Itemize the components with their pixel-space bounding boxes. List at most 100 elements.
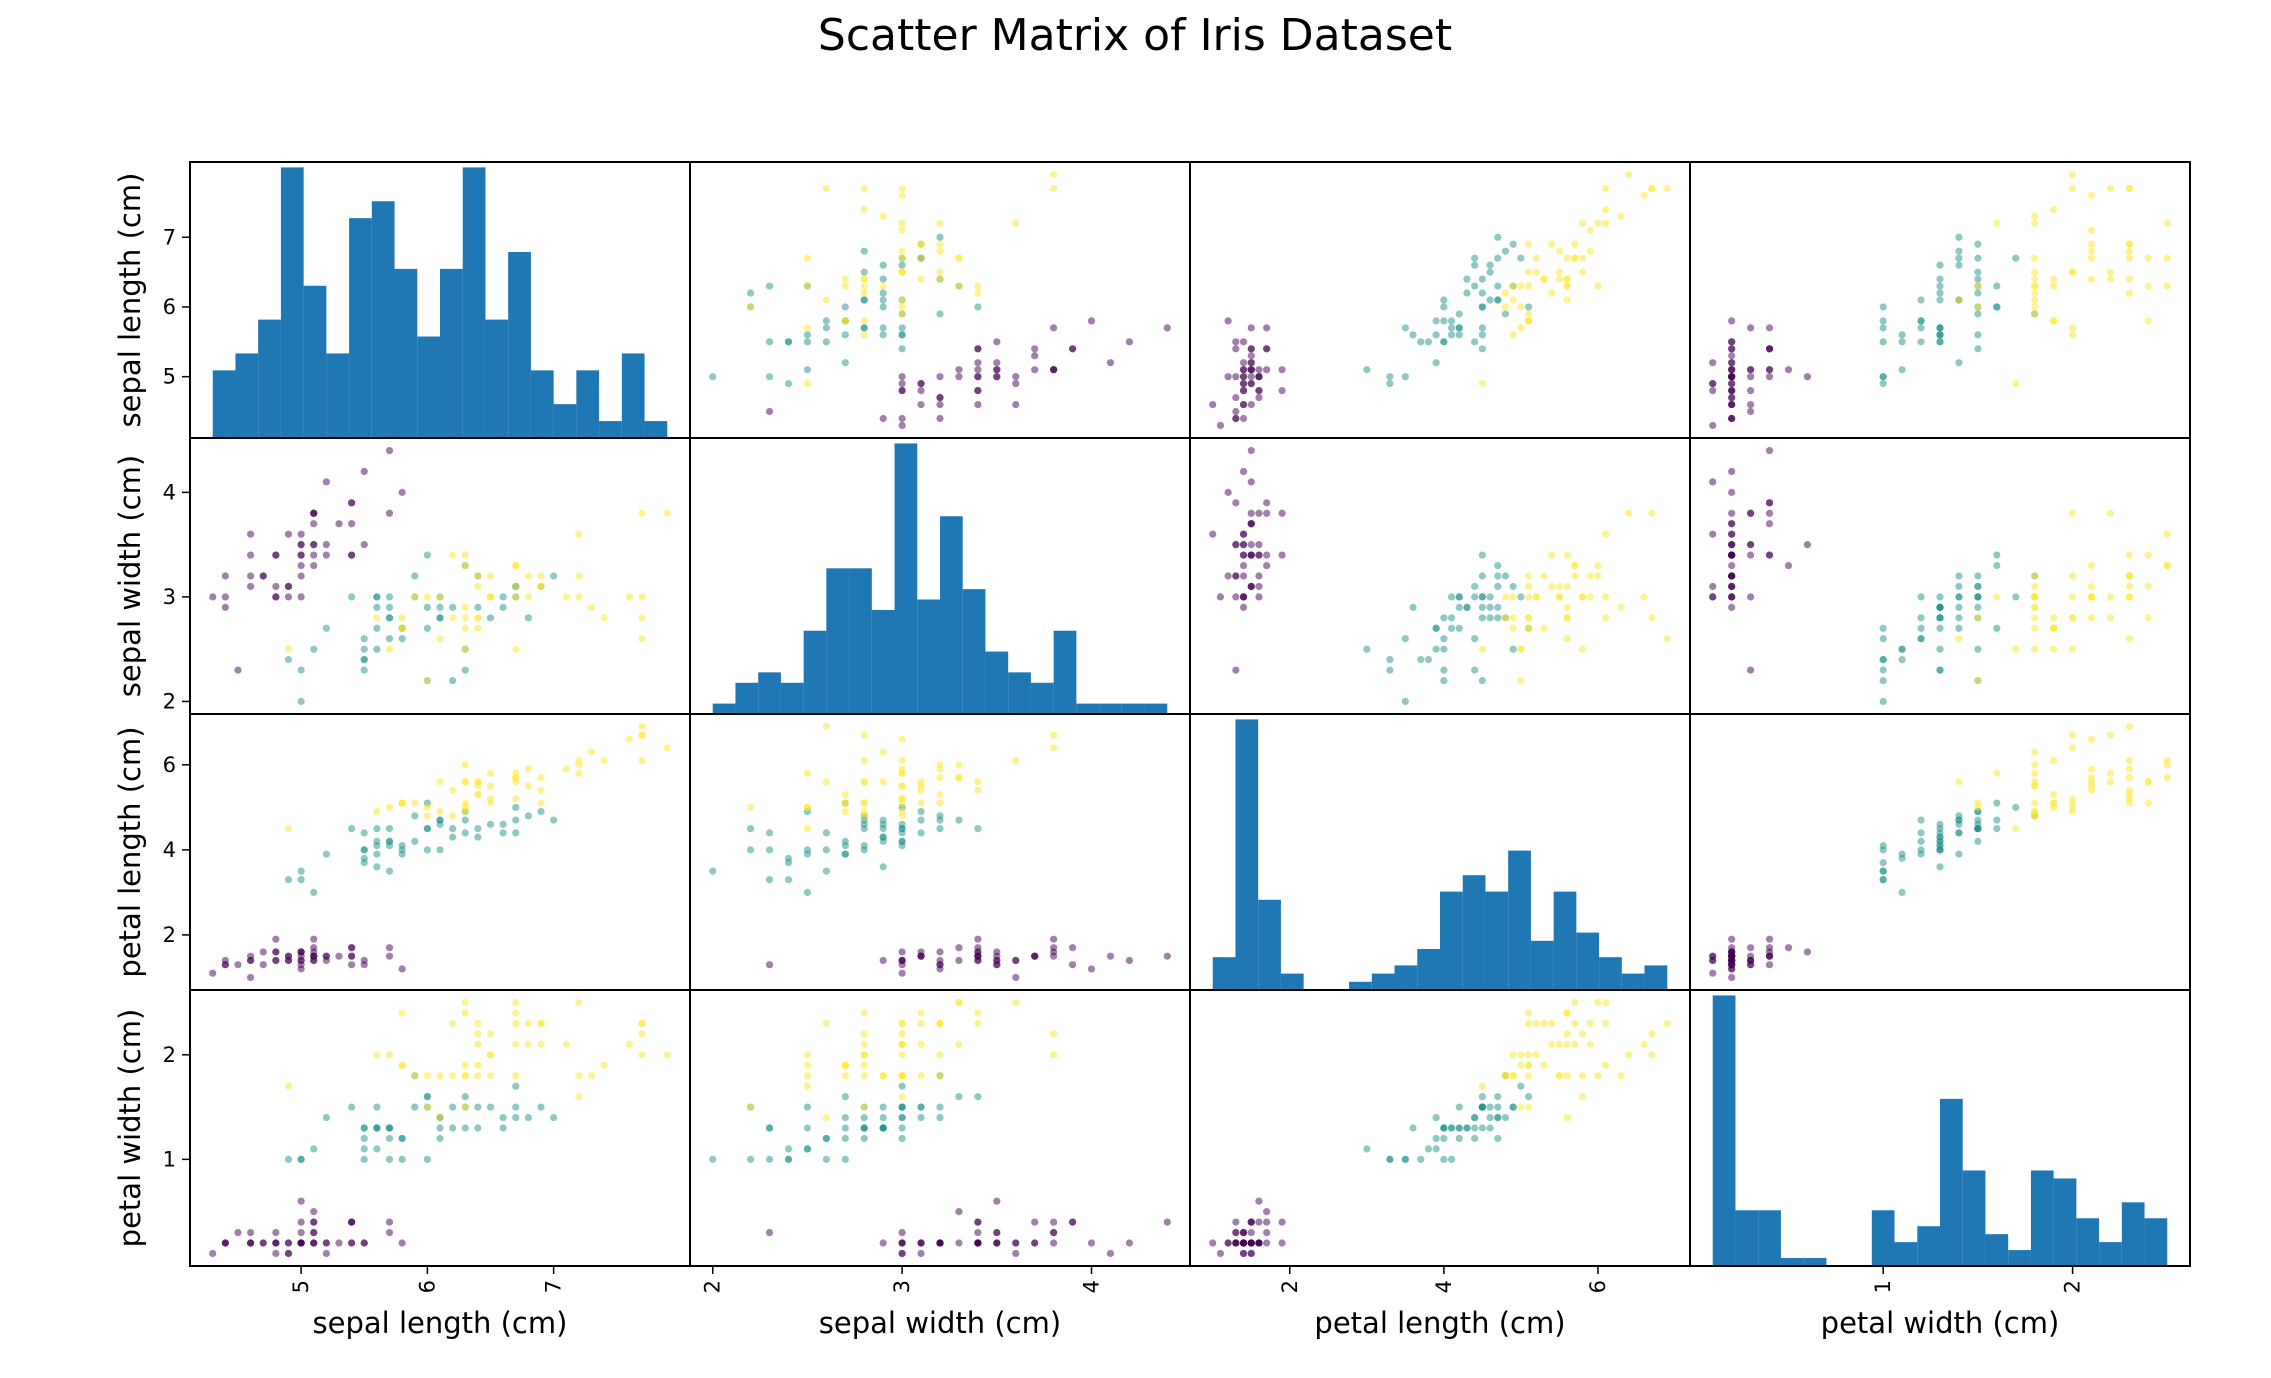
point-1-2-23 (1263, 561, 1271, 570)
hist-bar-0-4 (303, 285, 327, 438)
point-0-3-133 (1974, 282, 1982, 290)
point-1-3-108 (2031, 645, 2039, 653)
hist-bar-3-16 (2076, 1218, 2100, 1266)
point-1-3-95 (1917, 593, 1925, 601)
point-2-0-2 (259, 961, 267, 969)
point-3-2-80 (1424, 1145, 1433, 1153)
point-2-3-125 (2031, 761, 2039, 769)
point-2-0-85 (423, 825, 431, 833)
point-3-1-13 (898, 1249, 906, 1258)
point-2-1-93 (765, 876, 774, 884)
point-2-3-31 (1765, 952, 1774, 960)
point-0-2-22 (1209, 400, 1217, 409)
point-1-3-149 (2031, 593, 2039, 601)
point-1-2-97 (1463, 603, 1471, 611)
point-2-0-24 (272, 935, 280, 943)
point-3-2-46 (1255, 1239, 1263, 1247)
panel-2-2 (1189, 713, 1691, 991)
point-3-0-44 (310, 1218, 318, 1226)
point-0-2-3 (1247, 400, 1255, 409)
point-2-0-126 (449, 812, 457, 820)
point-1-3-40 (1747, 541, 1755, 549)
point-0-2-97 (1463, 289, 1471, 297)
point-0-1-115 (936, 275, 944, 283)
point-3-2-97 (1463, 1124, 1471, 1132)
point-2-1-138 (898, 812, 906, 820)
point-0-2-110 (1524, 268, 1533, 276)
point-1-0-3 (247, 582, 255, 591)
point-1-0-26 (297, 551, 305, 559)
point-3-0-145 (512, 1019, 520, 1028)
point-2-0-113 (385, 803, 394, 811)
hist-bar-3-3 (1780, 1258, 1804, 1266)
point-2-3-105 (2087, 735, 2096, 743)
point-2-3-108 (2031, 769, 2039, 777)
point-0-3-127 (2031, 296, 2039, 304)
point-0-2-7 (1247, 373, 1255, 381)
point-2-3-44 (1765, 935, 1774, 943)
point-1-3-91 (1955, 593, 1963, 601)
point-3-0-105 (625, 1040, 633, 1048)
point-0-2-86 (1494, 254, 1502, 262)
point-1-2-96 (1455, 603, 1463, 611)
x-tick-label-2-2: 6 (1586, 1280, 1610, 1293)
point-2-1-47 (936, 956, 944, 965)
point-1-0-1 (284, 593, 293, 601)
point-3-2-139 (1548, 1040, 1556, 1048)
point-1-0-88 (373, 593, 381, 601)
point-1-2-108 (1578, 645, 1587, 653)
point-1-0-146 (461, 645, 469, 653)
point-1-3-145 (2125, 593, 2133, 601)
point-1-0-45 (272, 593, 280, 601)
point-1-2-106 (1478, 645, 1486, 653)
point-2-1-134 (822, 778, 830, 786)
point-3-0-94 (373, 1124, 381, 1132)
point-0-3-112 (2087, 247, 2096, 255)
point-1-2-52 (1509, 582, 1517, 591)
point-0-1-36 (993, 338, 1001, 346)
point-1-2-116 (1555, 593, 1564, 601)
point-0-3-137 (2031, 275, 2039, 283)
point-2-3-146 (2050, 803, 2058, 811)
point-3-0-107 (587, 1072, 596, 1080)
point-1-0-57 (284, 656, 293, 664)
point-2-0-142 (398, 799, 406, 807)
point-1-0-105 (625, 593, 633, 601)
point-2-1-139 (917, 786, 925, 794)
point-1-2-65 (1471, 582, 1479, 591)
point-2-1-86 (917, 816, 925, 824)
point-1-0-103 (461, 603, 469, 611)
hist-bar-1-18 (1121, 703, 1145, 714)
point-0-3-18 (1747, 324, 1755, 332)
point-0-3-143 (2125, 247, 2133, 255)
point-2-0-71 (436, 846, 444, 854)
point-0-3-144 (2163, 254, 2171, 262)
point-0-2-66 (1478, 331, 1486, 339)
point-2-1-24 (974, 935, 982, 943)
point-2-3-59 (1955, 850, 1963, 858)
point-3-0-123 (461, 1072, 469, 1080)
point-2-3-91 (1955, 820, 1963, 828)
point-3-1-44 (1050, 1218, 1058, 1226)
point-0-2-102 (1586, 226, 1594, 234)
point-3-2-16 (1232, 1218, 1240, 1226)
point-0-2-91 (1486, 296, 1494, 304)
point-0-3-94 (1936, 331, 1944, 339)
point-0-2-90 (1471, 338, 1479, 346)
point-1-3-112 (2087, 593, 2096, 601)
point-1-3-62 (1879, 676, 1887, 685)
point-0-3-57 (1879, 380, 1887, 388)
hist-bar-2-2 (1258, 899, 1281, 990)
point-0-2-98 (1363, 366, 1371, 374)
point-1-0-21 (310, 520, 318, 528)
point-3-2-73 (1494, 1134, 1502, 1143)
point-3-1-108 (803, 1072, 812, 1080)
point-3-0-133 (461, 1103, 469, 1111)
point-1-3-148 (2125, 551, 2133, 559)
point-3-2-143 (1586, 1019, 1594, 1028)
hist-bar-2-14 (1530, 940, 1554, 990)
point-1-0-17 (310, 541, 318, 549)
point-2-3-117 (2106, 731, 2115, 739)
point-1-3-87 (1936, 666, 1944, 674)
point-0-2-79 (1401, 324, 1409, 332)
